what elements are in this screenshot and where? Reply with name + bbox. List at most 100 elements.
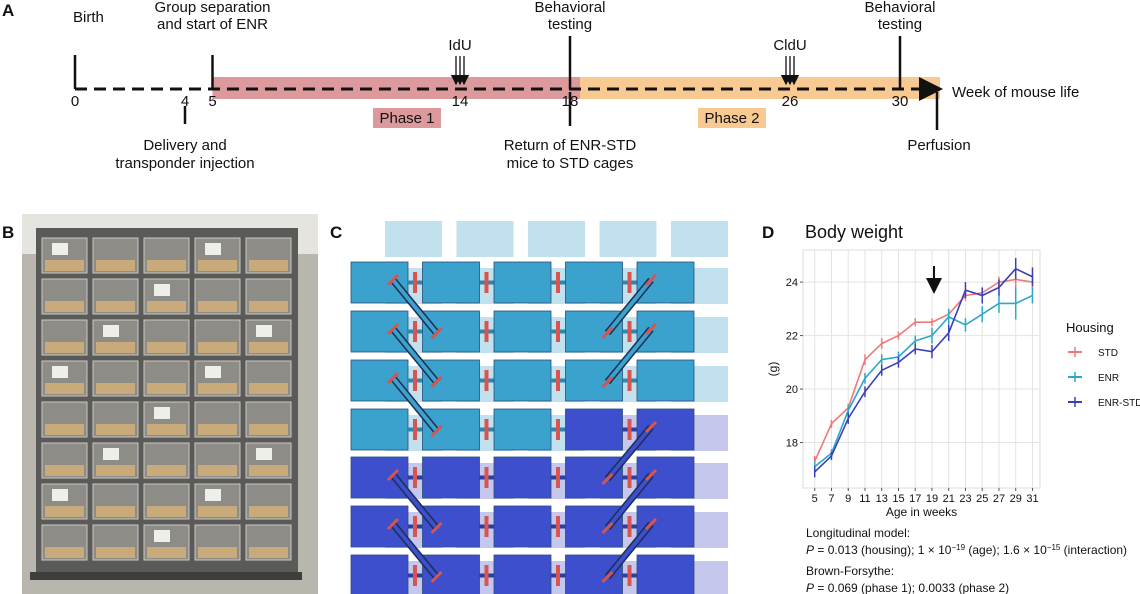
bedding: [249, 383, 288, 394]
x-tick-label: 27: [993, 493, 1005, 505]
bedding: [96, 260, 135, 271]
stat-note: P = 0.013 (housing); 1 × 10−19 (age); 1.…: [806, 543, 1127, 558]
card: [205, 366, 221, 378]
bedding: [45, 342, 84, 353]
bedding: [45, 506, 84, 517]
x-tick-label: 21: [943, 493, 955, 505]
event-label: Birth: [73, 9, 104, 26]
bedding: [96, 506, 135, 517]
bedding: [45, 301, 84, 312]
bedding: [249, 547, 288, 558]
bedding: [96, 301, 135, 312]
bedding: [198, 465, 237, 476]
card: [52, 489, 68, 501]
cage: [565, 505, 623, 548]
x-axis-label: Age in weeks: [886, 505, 957, 519]
diagonal-tube: [605, 278, 653, 335]
card: [256, 448, 272, 460]
cage: [422, 261, 480, 304]
gate: [386, 371, 400, 385]
cage: [565, 408, 623, 451]
bedding: [249, 424, 288, 435]
stat-segment: (age); 1.6 × 10: [965, 543, 1047, 557]
legend-label: ENR-STD: [1098, 398, 1140, 409]
x-tick-label: 5: [812, 493, 818, 505]
week-label: 0: [71, 93, 79, 110]
cage-back: [456, 221, 514, 257]
diagonal-tube: [391, 327, 439, 384]
x-tick-label: 19: [926, 493, 938, 505]
x-tick-label: 7: [828, 493, 834, 505]
y-axis-label: (g): [766, 362, 780, 377]
axis-label: Week of mouse life: [952, 84, 1079, 101]
bedding: [249, 260, 288, 271]
panel-letter: C: [330, 223, 342, 242]
x-tick-label: 13: [876, 493, 888, 505]
y-tick-label: 18: [786, 438, 798, 450]
cage-back: [385, 221, 442, 257]
stat-segment: −19: [951, 543, 965, 552]
card: [205, 243, 221, 255]
gate: [644, 468, 658, 482]
diagonal-tube: [391, 473, 439, 530]
cage: [493, 310, 552, 353]
card: [154, 284, 170, 296]
panel-letter: A: [2, 1, 14, 20]
stat-segment: P: [806, 581, 814, 594]
chart-title: Body weight: [805, 222, 903, 242]
event-label: Delivery and: [143, 137, 226, 154]
gate: [386, 468, 400, 482]
gate: [644, 322, 658, 336]
x-tick-label: 25: [976, 493, 988, 505]
bedding: [198, 506, 237, 517]
panel-d: D Body weight 5 7 9 11 13 15 17 19 21 23 25 27 29 31 18 2…: [762, 222, 1140, 594]
gate: [601, 375, 614, 389]
bedding: [45, 424, 84, 435]
bedding: [198, 342, 237, 353]
gate: [430, 375, 443, 389]
phase-label: Phase 2: [704, 110, 759, 127]
x-tick-label: 31: [1026, 493, 1038, 505]
bedding: [147, 260, 186, 271]
gate: [601, 570, 614, 584]
series-line: [814, 294, 1033, 468]
cage: [350, 408, 409, 451]
cage-back: [599, 221, 657, 257]
cage: [493, 359, 552, 402]
legend-label: ENR: [1098, 373, 1119, 384]
cage: [565, 261, 623, 304]
diagonal-tube: [605, 425, 653, 481]
panel-a: A04514182630Week of mouse lifeBirthGroup…: [2, 0, 1079, 172]
y-tick-label: 24: [786, 277, 798, 289]
bedding: [45, 547, 84, 558]
diagonal-tube: [391, 376, 439, 433]
phase-box: [373, 108, 441, 128]
bedding: [147, 506, 186, 517]
bedding: [198, 260, 237, 271]
cage: [565, 456, 623, 499]
bedding: [96, 465, 135, 476]
stat-segment: P: [806, 543, 814, 557]
bedding: [147, 424, 186, 435]
week-label: 5: [208, 93, 216, 110]
bedding: [249, 342, 288, 353]
bedding: [249, 506, 288, 517]
event-label: testing: [548, 16, 592, 33]
x-tick-label: 23: [959, 493, 971, 505]
event-label: Behavioral: [865, 0, 936, 16]
legend-title: Housing: [1066, 320, 1114, 335]
event-label: and start of ENR: [157, 16, 268, 33]
week-label: 30: [892, 93, 909, 110]
x-tick-label: 17: [909, 493, 921, 505]
cage-back: [528, 221, 585, 257]
diagonal-tube: [605, 327, 653, 384]
cage: [493, 408, 552, 451]
bedding: [147, 301, 186, 312]
bedding: [249, 465, 288, 476]
bedding: [96, 383, 135, 394]
gate: [430, 521, 443, 535]
gate: [644, 273, 658, 287]
card: [256, 325, 272, 337]
cage-back: [671, 221, 728, 257]
